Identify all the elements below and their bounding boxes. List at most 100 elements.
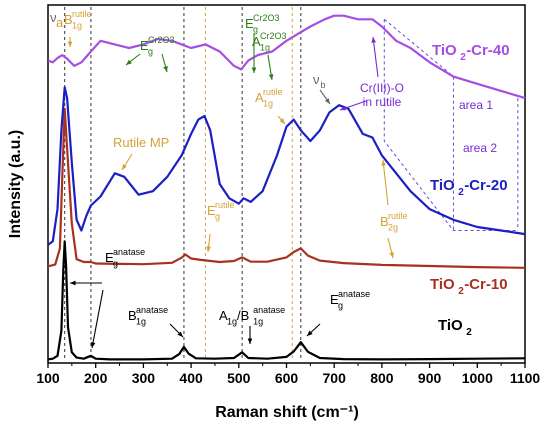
arrow-a1g-rutile-head bbox=[279, 118, 285, 124]
svg-text:anatase: anatase bbox=[136, 305, 168, 315]
series-layer bbox=[47, 14, 526, 361]
x-tick-label-900: 900 bbox=[418, 370, 442, 386]
series-line-tio2-cr-10 bbox=[47, 107, 526, 269]
series-label-tio2: TiO 2 bbox=[438, 317, 472, 338]
ann-nu-a: ν bbox=[50, 10, 57, 25]
svg-text:E: E bbox=[330, 292, 339, 307]
svg-text:/B: /B bbox=[237, 308, 249, 323]
svg-text:1g: 1g bbox=[72, 21, 82, 31]
arrow-b2g-up bbox=[382, 159, 389, 206]
svg-text:TiO: TiO bbox=[438, 317, 463, 334]
series-label-tio2-cr-10: TiO 2 -Cr-10 bbox=[430, 276, 508, 297]
arrow-eg-cr2o3-1-head bbox=[163, 66, 168, 72]
svg-text:anatase: anatase bbox=[113, 247, 145, 257]
svg-text:B: B bbox=[380, 214, 389, 229]
svg-text:g: g bbox=[253, 25, 258, 35]
svg-text:-Cr-40: -Cr-40 bbox=[466, 42, 509, 59]
ann-eg-cr2o3-2: E Cr2O3 g bbox=[245, 13, 280, 35]
svg-text:E: E bbox=[140, 38, 149, 53]
arrow-eg-anatase-3-head bbox=[307, 330, 313, 336]
svg-text:b: b bbox=[320, 80, 325, 90]
series-label-tio2-cr-20: TiO 2 -Cr-20 bbox=[430, 177, 508, 198]
ann-in-rutile: in rutile bbox=[363, 95, 402, 109]
svg-text:TiO: TiO bbox=[432, 42, 457, 59]
area-outline bbox=[383, 19, 518, 232]
x-tick-label-400: 400 bbox=[179, 370, 203, 386]
svg-text:A: A bbox=[252, 34, 261, 49]
svg-text:1g: 1g bbox=[260, 43, 270, 53]
arrow-a1g-head bbox=[247, 338, 253, 344]
x-tick-label-1000: 1000 bbox=[462, 370, 493, 386]
svg-text:ν: ν bbox=[50, 10, 57, 25]
svg-text:anatase: anatase bbox=[253, 305, 285, 315]
svg-text:B: B bbox=[64, 12, 73, 27]
arrow-a1g-cr2o3-head bbox=[268, 74, 274, 80]
svg-text:B: B bbox=[128, 308, 137, 323]
arrow-nu-b-head bbox=[324, 98, 330, 104]
x-tick-label-800: 800 bbox=[370, 370, 394, 386]
arrow-eg-anatase-1-head bbox=[70, 280, 76, 286]
svg-text:A: A bbox=[255, 90, 264, 105]
x-tick-label-200: 200 bbox=[84, 370, 108, 386]
arrow-eg-anatase-2 bbox=[91, 289, 104, 349]
series-label-tio2-cr-40: TiO 2 -Cr-40 bbox=[432, 42, 510, 63]
ann-area-1: area 1 bbox=[459, 98, 493, 112]
svg-text:E: E bbox=[245, 16, 254, 31]
arrow-b2g-up-head bbox=[381, 160, 386, 166]
svg-text:2: 2 bbox=[466, 327, 472, 338]
svg-text:rutile: rutile bbox=[263, 87, 283, 97]
arrow-eg-cr2o3-1b-head bbox=[126, 59, 132, 65]
area-top-edge bbox=[383, 18, 454, 77]
svg-text:anatase: anatase bbox=[338, 289, 370, 299]
svg-text:2: 2 bbox=[458, 286, 464, 297]
svg-text:2: 2 bbox=[460, 52, 466, 63]
arrow-rutile-mp-head bbox=[122, 164, 127, 170]
svg-text:rutile: rutile bbox=[388, 211, 408, 221]
x-ticks: 100 200 300 400 500 600 700 800 900 1000 1100 bbox=[36, 363, 540, 386]
svg-text:E: E bbox=[105, 250, 114, 265]
x-axis-label: Raman shift (cm⁻¹) bbox=[215, 404, 359, 421]
ann-a1g: A 1g bbox=[219, 308, 237, 327]
arrow-b2g-down-head bbox=[389, 252, 394, 258]
svg-text:-Cr-20: -Cr-20 bbox=[464, 177, 507, 194]
svg-text:g: g bbox=[338, 301, 343, 311]
svg-text:A: A bbox=[219, 308, 228, 323]
reference-lines bbox=[64, 7, 519, 361]
arrow-b1g-rutile-head bbox=[67, 41, 73, 47]
arrow-cr-iii-o-2 bbox=[372, 36, 379, 78]
series-line-tio2-cr-20 bbox=[47, 86, 526, 246]
svg-text:TiO: TiO bbox=[430, 177, 455, 194]
y-axis-label: Intensity (a.u.) bbox=[7, 130, 24, 238]
ann-area-2: area 2 bbox=[463, 141, 497, 155]
svg-text:Rutile MP: Rutile MP bbox=[113, 135, 169, 150]
svg-text:2: 2 bbox=[458, 187, 464, 198]
svg-text:Cr2O3: Cr2O3 bbox=[260, 31, 287, 41]
arrow-cr-iii-o-2-head bbox=[371, 37, 377, 43]
arrow-eg-cr2o3-2-head bbox=[251, 67, 257, 73]
ann-cr-iii-o: Cr(III)-O bbox=[360, 81, 404, 95]
svg-text:1g: 1g bbox=[136, 317, 146, 327]
ann-gold-a: a bbox=[56, 15, 64, 30]
svg-text:rutile: rutile bbox=[215, 200, 235, 210]
x-tick-label-700: 700 bbox=[323, 370, 347, 386]
x-tick-label-100: 100 bbox=[36, 370, 60, 386]
svg-text:g: g bbox=[113, 259, 118, 269]
ann-eg-cr2o3-1: E Cr2O3 g bbox=[140, 35, 175, 57]
arrow-b1g-anatase-head bbox=[177, 331, 183, 337]
svg-text:ν: ν bbox=[313, 72, 320, 87]
svg-text:1g: 1g bbox=[227, 317, 237, 327]
x-tick-label-600: 600 bbox=[275, 370, 299, 386]
svg-text:Cr2O3: Cr2O3 bbox=[253, 13, 280, 23]
svg-text:a: a bbox=[56, 15, 64, 30]
svg-text:g: g bbox=[148, 47, 153, 57]
series-line-tio2-cr-40 bbox=[47, 14, 526, 100]
